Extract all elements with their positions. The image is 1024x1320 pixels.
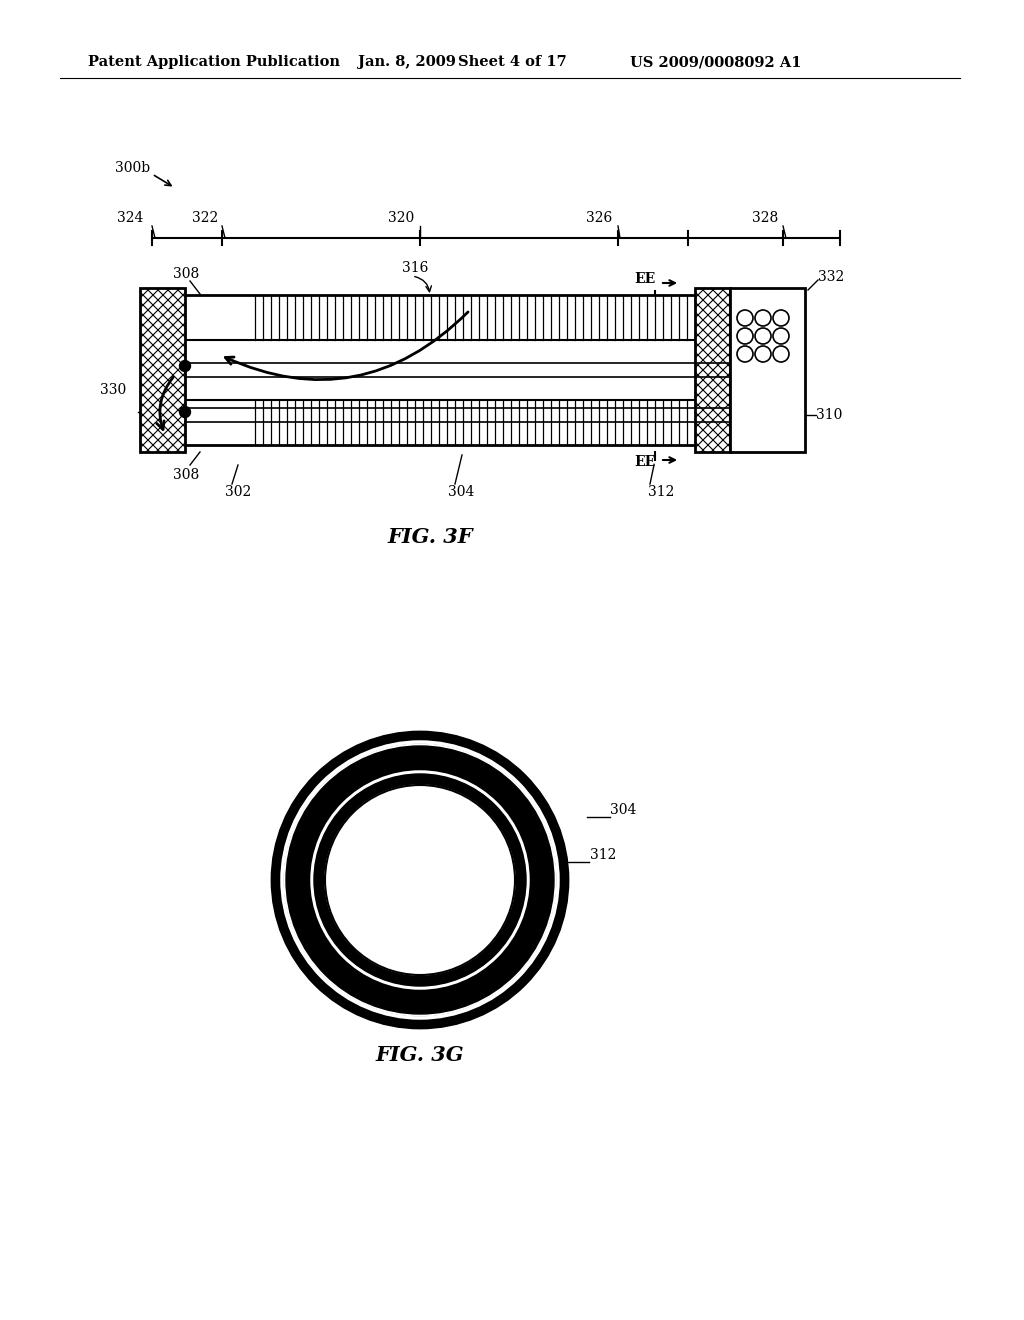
Text: 324: 324 [117,211,143,224]
Text: US 2009/0008092 A1: US 2009/0008092 A1 [630,55,802,69]
Text: FIG. 3G: FIG. 3G [376,1045,464,1065]
Text: FIG. 3F: FIG. 3F [387,527,473,546]
Text: 320: 320 [388,211,414,224]
Circle shape [179,360,190,371]
Text: 300b: 300b [115,161,151,176]
Bar [140,288,185,451]
FancyArrowPatch shape [157,378,173,429]
Text: 328: 328 [752,211,778,224]
Text: 330: 330 [100,383,126,397]
Text: 322: 322 [191,211,218,224]
Text: Patent Application Publication: Patent Application Publication [88,55,340,69]
Text: 308: 308 [173,469,200,482]
Circle shape [272,733,568,1028]
Circle shape [314,774,526,986]
Text: 308: 308 [173,267,200,281]
Text: 312: 312 [648,484,675,499]
Text: 304: 304 [610,803,636,817]
Text: 316: 316 [402,261,428,275]
Circle shape [314,774,526,986]
Circle shape [286,746,554,1014]
Bar [730,288,805,451]
Text: 326: 326 [586,211,612,224]
Text: Jan. 8, 2009: Jan. 8, 2009 [358,55,456,69]
Circle shape [179,407,190,417]
Circle shape [284,744,556,1016]
Bar [695,288,730,451]
Text: 312: 312 [590,847,616,862]
FancyArrowPatch shape [225,312,468,380]
Text: 310: 310 [816,408,843,422]
Text: 304: 304 [449,484,474,499]
Text: 302: 302 [225,484,251,499]
Text: Sheet 4 of 17: Sheet 4 of 17 [458,55,566,69]
Text: EE: EE [635,272,655,286]
Text: EE: EE [635,455,655,469]
Circle shape [325,785,515,975]
Text: E-E: E-E [407,998,434,1012]
Text: 332: 332 [818,271,844,284]
Text: 302: 302 [473,870,500,884]
